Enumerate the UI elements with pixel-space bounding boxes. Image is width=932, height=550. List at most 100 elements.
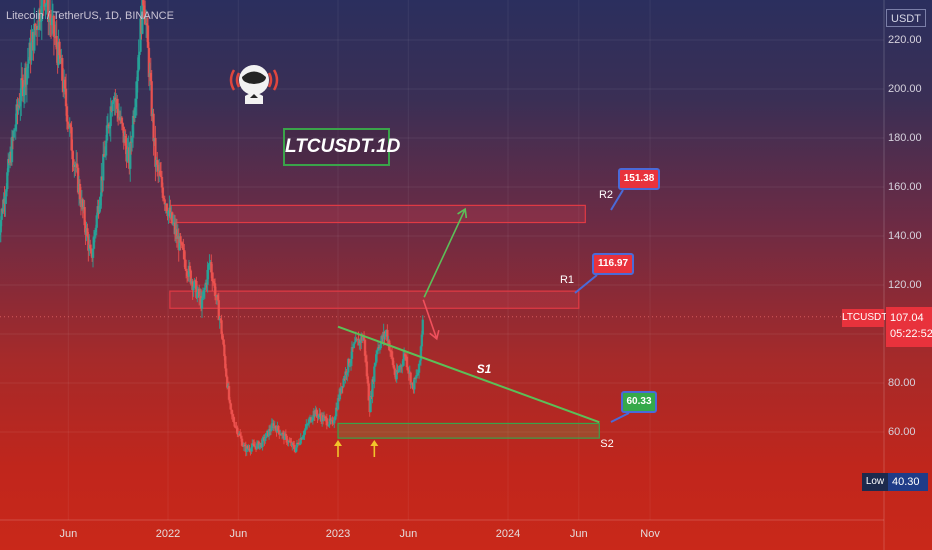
candle-body <box>17 105 20 111</box>
candle-body <box>319 413 322 417</box>
candle-body <box>103 155 107 157</box>
candle-body <box>206 269 209 285</box>
candle-body <box>52 15 56 37</box>
candle-body <box>240 438 244 446</box>
support-zone-s2 <box>337 422 600 439</box>
r2-price-tag[interactable]: 151.38 <box>618 168 660 190</box>
candle-body <box>152 113 155 142</box>
candle-body <box>292 442 295 446</box>
candle-body <box>4 196 7 204</box>
candle-body <box>374 354 378 363</box>
candle-body <box>311 417 315 421</box>
candle-body <box>0 208 3 220</box>
candle-body <box>346 372 349 375</box>
candle-body <box>130 137 134 143</box>
candle-body <box>212 281 216 284</box>
candle-body <box>76 167 80 193</box>
candle-body <box>138 51 141 55</box>
candle-body <box>36 28 40 31</box>
candle-body <box>251 443 254 448</box>
candle-body <box>343 378 346 380</box>
candle-body <box>252 443 255 445</box>
candle-body <box>170 212 174 224</box>
candle-body <box>211 272 214 282</box>
candle-body <box>399 365 402 370</box>
candle-body <box>306 423 310 425</box>
candle-body <box>267 429 271 437</box>
current-price: 107.04 <box>890 312 924 324</box>
candle-body <box>222 339 225 345</box>
bar-countdown: 05:22:52 <box>890 328 932 340</box>
candle-body <box>418 360 422 364</box>
candle-body <box>167 210 170 217</box>
candle-body <box>145 23 149 26</box>
r1-price-tag[interactable]: 116.97 <box>592 253 634 275</box>
candle-body <box>294 447 298 453</box>
candle-body <box>195 280 198 298</box>
candle-body <box>72 159 75 167</box>
candle-body <box>75 163 79 168</box>
candle-body <box>415 375 418 379</box>
candle-body <box>298 443 302 445</box>
candle-body <box>43 0 46 7</box>
s2-price-tag[interactable]: 60.33 <box>621 391 657 413</box>
candle-body <box>280 433 284 436</box>
candle-body <box>136 70 139 82</box>
price-tag-connector <box>610 412 630 423</box>
candle-body <box>216 295 220 301</box>
candle-body <box>379 341 383 349</box>
candle-body <box>14 124 17 130</box>
candle-body <box>224 356 227 369</box>
candle-body <box>184 259 187 269</box>
candle-body <box>124 135 127 146</box>
candle-body <box>269 430 273 432</box>
x-tick-label: 2022 <box>155 528 181 540</box>
candle-body <box>223 344 226 357</box>
candle-body <box>27 59 30 64</box>
candle-body <box>10 136 14 163</box>
candle-body <box>232 416 235 423</box>
candle-body <box>146 25 150 48</box>
candle-body <box>326 425 329 427</box>
candle-body <box>415 374 419 376</box>
candle-body <box>317 415 320 418</box>
candle-body <box>250 447 253 452</box>
x-tick-label: Jun <box>569 528 588 540</box>
candle-body <box>196 291 199 298</box>
up-arrow-head <box>334 440 342 446</box>
projection-arrowhead <box>457 207 468 219</box>
candle-body <box>210 262 213 273</box>
x-tick-label: 2023 <box>325 528 351 540</box>
candle-body <box>105 125 109 141</box>
candle-body <box>45 3 48 5</box>
astronaut-logo-icon <box>229 65 279 104</box>
candle-body <box>109 106 112 127</box>
candle-body <box>227 386 231 400</box>
candle-body <box>40 0 43 22</box>
axis-unit-selector[interactable]: USDT <box>886 9 926 27</box>
resistance-zone-r2 <box>169 204 586 224</box>
candle-body <box>194 280 197 282</box>
candle-body <box>143 10 147 25</box>
candle-body <box>95 215 98 228</box>
candle-body <box>44 3 47 7</box>
candle-body <box>35 26 39 31</box>
candle-body <box>228 399 232 404</box>
candle-body <box>160 176 164 188</box>
candle-body <box>156 159 159 165</box>
candle-body <box>252 444 256 447</box>
candle-body <box>245 446 248 452</box>
candle-body <box>25 68 29 85</box>
s1-label: S1 <box>476 362 492 376</box>
candle-body <box>268 429 272 432</box>
low-tag: Low <box>862 473 888 491</box>
candle-body <box>334 407 338 417</box>
y-tick-label: 160.00 <box>888 181 922 193</box>
candle-body <box>104 140 108 156</box>
candle-body <box>65 106 69 122</box>
candle-body <box>233 422 236 427</box>
candle-body <box>12 130 16 138</box>
r1-label: R1 <box>559 274 575 286</box>
